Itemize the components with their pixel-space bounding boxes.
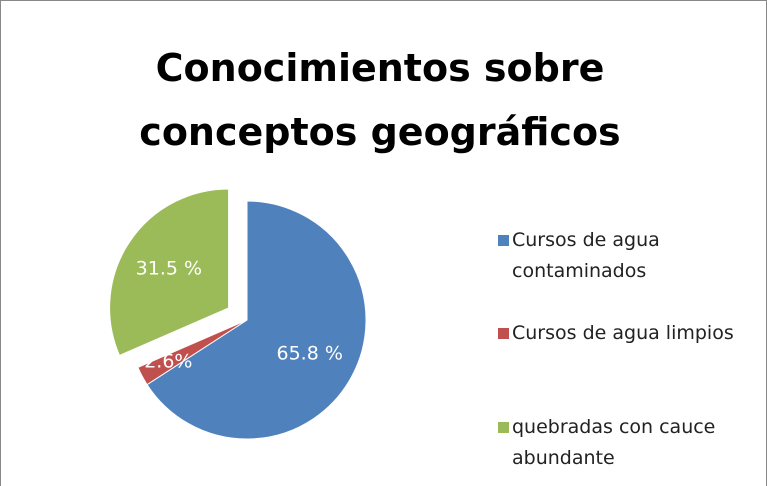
data-label: 2.6% bbox=[144, 351, 192, 373]
legend-item: Cursos de agua limpios bbox=[498, 318, 748, 349]
legend-label: quebradas con cauce abundante bbox=[512, 416, 716, 469]
legend-label: Cursos de agua contaminados bbox=[512, 229, 660, 282]
chart-title: Conocimientos sobre conceptos geográfico… bbox=[139, 46, 621, 154]
legend-item: quebradas con cauce abundante bbox=[498, 412, 748, 474]
pie-slice bbox=[146, 200, 367, 440]
pie-slice bbox=[137, 319, 248, 386]
data-label: 31.5 % bbox=[136, 257, 202, 279]
legend-item: Cursos de agua contaminados bbox=[498, 225, 748, 287]
pie-slice bbox=[109, 188, 230, 357]
legend-swatch bbox=[498, 328, 509, 339]
legend-swatch bbox=[498, 235, 509, 246]
legend-label: Cursos de agua limpios bbox=[512, 322, 734, 344]
legend-swatch bbox=[498, 422, 509, 433]
data-label: 65.8 % bbox=[277, 343, 343, 365]
